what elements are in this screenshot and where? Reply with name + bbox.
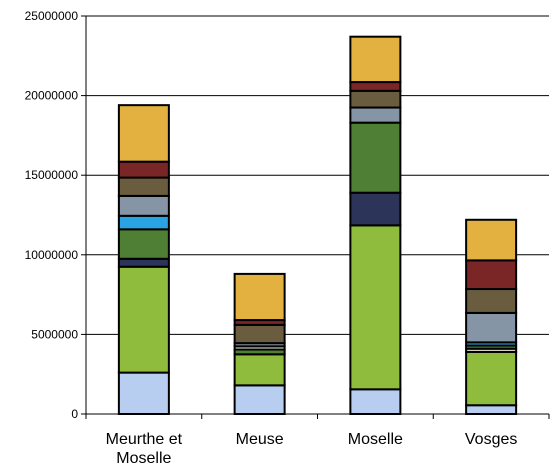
bar-segment <box>349 224 402 391</box>
y-tick-label: 15000000 <box>25 168 79 182</box>
bar-segment <box>349 106 402 124</box>
y-tick-label: 5000000 <box>31 327 78 341</box>
bar-segment <box>465 404 518 415</box>
bar-segment <box>117 104 170 163</box>
y-tick-label: 10000000 <box>25 248 79 262</box>
bar-segment <box>117 214 170 231</box>
bar-segment <box>117 194 170 217</box>
bar-segment <box>117 257 170 268</box>
bar-segment <box>117 371 170 415</box>
bar-segment <box>233 353 286 387</box>
bars <box>117 35 518 416</box>
bar-segment <box>349 121 402 194</box>
bar-segment <box>233 323 286 345</box>
x-tick-label: Vosges <box>465 431 517 448</box>
bar-segment <box>465 259 518 291</box>
y-tick-label: 20000000 <box>25 89 79 103</box>
y-tick-label: 25000000 <box>25 9 79 23</box>
bar-segment <box>349 89 402 109</box>
bar-segment <box>349 388 402 416</box>
bar-segment <box>233 272 286 322</box>
bar-segment <box>465 288 518 314</box>
bar-segment <box>465 218 518 262</box>
bar-segment <box>233 384 286 415</box>
bar-segment <box>117 176 170 197</box>
x-tick-label: Meuse <box>236 431 284 448</box>
bar-segment <box>117 228 170 260</box>
bar-segment <box>349 81 402 92</box>
bar-segment <box>117 265 170 374</box>
x-tick-label: Moselle <box>348 431 403 448</box>
bar-segment <box>117 160 170 179</box>
x-tick-label: Meurthe et Moselle <box>106 431 183 467</box>
y-tick-label: 0 <box>71 407 78 421</box>
tick-labels: 0 5000000 10000000 15000000 20000000 25000000… <box>25 9 550 467</box>
bar-segment <box>349 35 402 84</box>
bar-segment <box>465 311 518 344</box>
bar-segment <box>465 350 518 407</box>
bar-segment <box>349 191 402 227</box>
